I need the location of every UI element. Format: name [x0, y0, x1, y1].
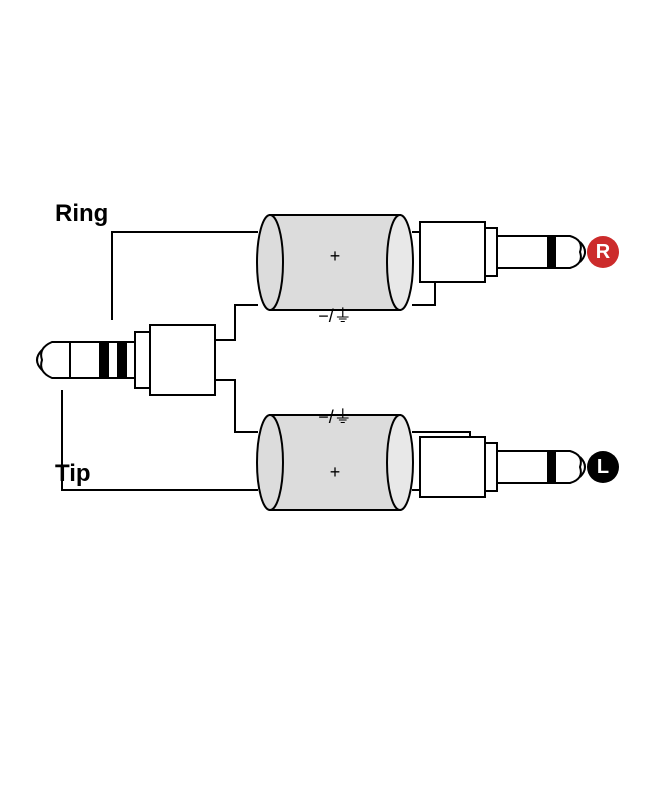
gnd-bottom: −/⏚	[318, 407, 352, 427]
ts-plug-left	[420, 437, 585, 497]
r-badge: R	[587, 236, 619, 268]
r-badge-text: R	[596, 241, 610, 264]
ring-label: Ring	[55, 200, 108, 228]
plus-top: +	[330, 246, 341, 266]
l-badge: L	[587, 451, 619, 483]
tip-label: Tip	[55, 460, 91, 488]
l-badge-text: L	[597, 456, 609, 479]
trs-plug	[37, 325, 215, 395]
plus-bottom: +	[330, 462, 341, 482]
ts-plug-right	[420, 222, 585, 282]
wiring-diagram: + −/⏚ −/⏚ +	[0, 0, 650, 794]
gnd-top: −/⏚	[318, 306, 352, 326]
